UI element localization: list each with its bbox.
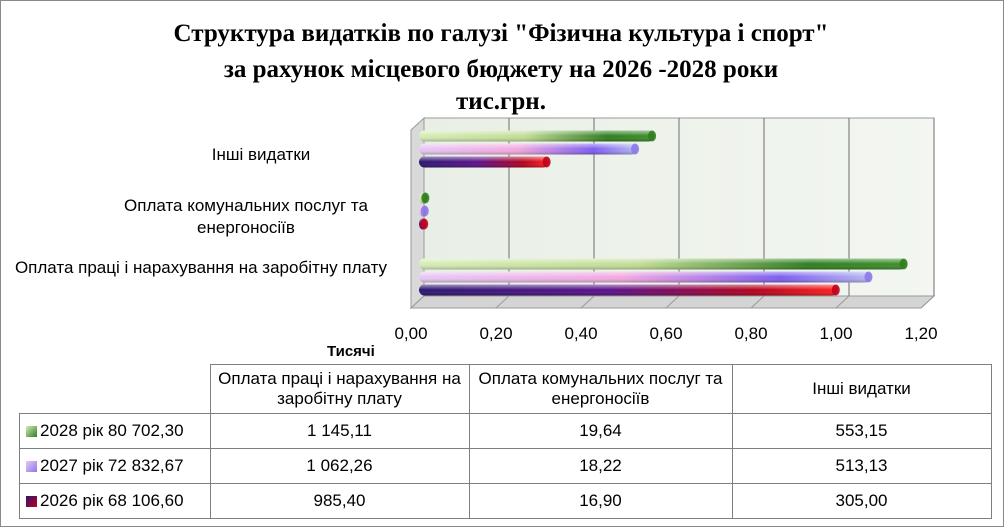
legend-label-2027: 2027 рік 72 832,67 [40,456,184,475]
bar [419,143,640,155]
data-table-header-utilities: Оплата комунальних послуг та енергоносії… [468,364,733,414]
data-label: 513,13 [731,448,992,484]
bar [419,271,873,283]
data-table-row: 2028 рік 80 702,30 1 145,11 19,64 553,15 [19,413,992,449]
data-label: 553,15 [731,413,992,449]
category-label-utilities: Оплата комунальних послуг та енергоносії… [124,196,368,237]
data-label: 985,40 [209,483,470,519]
legend-key-2028 [26,426,37,437]
gridline-floor [835,295,850,309]
data-table-corner [19,364,211,414]
data-label: 16,90 [468,483,733,519]
gridline-floor [665,295,680,309]
data-label: 1 145,11 [209,413,470,449]
data-table-header-other: Інші видатки [731,364,992,414]
x-tick-label: 0,60 [649,324,683,343]
bar [419,258,908,270]
axis-units-label: Тисячі [327,343,375,360]
data-table-row: 2027 рік 72 832,67 1 062,26 18,22 513,13 [19,448,992,484]
data-label: 19,64 [468,413,733,449]
chart-title-line-2: за рахунок місцевого бюджету на 2026 -20… [223,56,779,83]
legend-label-2028: 2028 рік 80 702,30 [40,421,184,440]
chart-title-line-1: Структура видатків по галузі "Фізична ку… [173,20,829,47]
x-tick-label: 0,40 [564,324,598,343]
legend-key-2026 [26,496,37,507]
bar [419,156,551,168]
data-label: 18,22 [468,448,733,484]
chart-title-line-3: тис.грн. [456,88,546,115]
gridline-floor [750,295,765,309]
x-tick-label: 0,80 [734,324,768,343]
legend-entry-2028: 2028 рік 80 702,30 [19,413,211,449]
gridline-floor [495,295,510,309]
x-tick-label: 0,00 [394,324,428,343]
legend-entry-2027: 2027 рік 72 832,67 [19,448,211,484]
category-label-salary: Оплата праці і нарахування на заробітну … [14,258,388,277]
data-label: 1 062,26 [209,448,470,484]
data-table: Оплата праці і нарахування на заробітну … [19,364,992,519]
x-tick-label: 1,20 [904,324,938,343]
legend-key-2027 [26,461,37,472]
gridline-floor [580,295,595,309]
data-table-header-row: Оплата праці і нарахування на заробітну … [19,364,992,414]
legend-label-2026: 2026 рік 68 106,60 [40,491,184,510]
legend-entry-2026: 2026 рік 68 106,60 [19,483,211,519]
x-tick-label: 0,20 [479,324,513,343]
gridline-floor [920,295,935,309]
data-label: 305,00 [731,483,992,519]
bar [419,130,657,142]
data-table-header-salary: Оплата праці і нарахування на заробітну … [209,364,470,414]
x-tick-label: 1,00 [819,324,853,343]
bar [419,205,429,217]
bar [419,192,430,204]
bar [419,284,840,296]
category-label-other: Інші видатки [211,145,311,164]
data-table-row: 2026 рік 68 106,60 985,40 16,90 305,00 [19,483,992,519]
bar [419,218,429,230]
